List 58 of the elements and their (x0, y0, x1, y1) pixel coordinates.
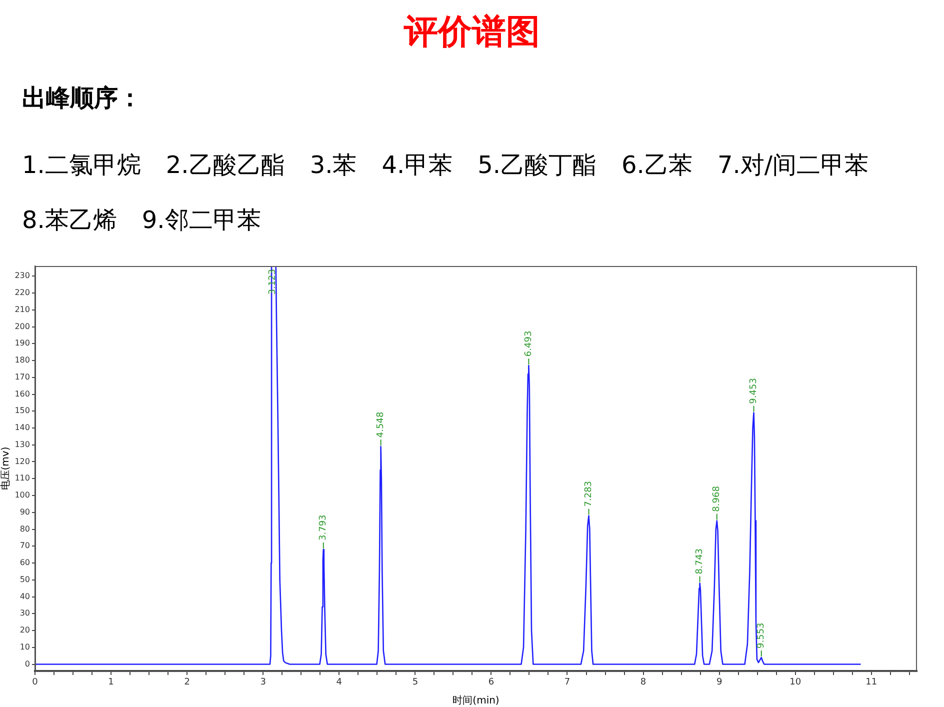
text: 2.乙酸乙酯 (166, 151, 285, 180)
x-tick-label: 9 (716, 678, 722, 688)
x-tick-label: 3 (260, 678, 266, 688)
y-tick-label: 180 (14, 356, 30, 365)
annotation: 9.453 (749, 378, 760, 404)
text: 8.苯乙烯 (22, 206, 117, 235)
y-tick-label: 50 (20, 574, 30, 584)
y-tick-label: 160 (14, 389, 30, 398)
y-tick-label: 150 (14, 406, 30, 416)
x-tick-label: 6 (488, 678, 494, 688)
y-tick-label: 170 (14, 372, 30, 382)
y-tick-label: 210 (14, 304, 30, 314)
chart-title: 评价谱图 (402, 12, 541, 52)
annotation: 8.968 (712, 486, 722, 512)
y-axis-title: 电压(mv) (0, 446, 12, 490)
annotation: 7.283 (584, 480, 594, 507)
y-tick-label: 100 (14, 490, 30, 500)
y-tick-label: 0 (24, 659, 30, 668)
x-tick-label: 5 (412, 678, 418, 688)
y-tick-label: 40 (20, 592, 30, 601)
y-tick-label: 70 (20, 541, 30, 550)
y-tick-label: 190 (14, 338, 30, 348)
text: 6.乙苯 (622, 151, 692, 180)
text: 5.乙酸丁酯 (478, 151, 597, 180)
y-tick-label: 130 (14, 440, 30, 449)
text: 3.苯 (310, 151, 357, 180)
y-tick-label: 200 (14, 322, 30, 331)
x-axis-title: 时间(min) (452, 694, 500, 707)
annotation: 4.548 (376, 412, 386, 438)
chart-subtitle: 出峰顺序： (22, 84, 142, 113)
y-tick-label: 110 (14, 474, 30, 483)
y-tick-label: 120 (14, 456, 30, 466)
y-tick-label: 30 (20, 608, 30, 618)
annotation: 3.123 (268, 269, 278, 295)
y-tick-label: 60 (20, 558, 30, 568)
y-tick-label: 230 (14, 271, 30, 280)
x-tick-label: 4 (336, 678, 342, 688)
annotation: 9.553 (756, 622, 767, 648)
text: 7.对/间二甲苯 (717, 151, 868, 180)
y-tick-label: 90 (20, 507, 30, 516)
x-tick-label: 11 (866, 678, 878, 688)
annotation: 8.743 (695, 548, 706, 574)
y-tick-label: 80 (20, 524, 30, 534)
x-tick-label: 2 (184, 678, 190, 688)
text: 4.甲苯 (382, 151, 453, 180)
y-tick-label: 220 (14, 288, 30, 298)
x-tick-label: 1 (108, 678, 114, 688)
x-tick-label: 0 (32, 678, 38, 688)
y-tick-label: 20 (20, 626, 30, 635)
x-tick-label: 7 (564, 678, 570, 688)
annotation: 6.493 (524, 330, 534, 357)
y-tick-label: 140 (14, 423, 30, 432)
x-tick-label: 10 (790, 678, 802, 688)
text: 9.邻二甲苯 (142, 206, 261, 235)
y-tick-label: 10 (20, 642, 30, 652)
text: 1.二氯甲烷 (22, 151, 141, 180)
x-tick-label: 8 (640, 678, 646, 688)
annotation: 3.793 (318, 514, 329, 540)
